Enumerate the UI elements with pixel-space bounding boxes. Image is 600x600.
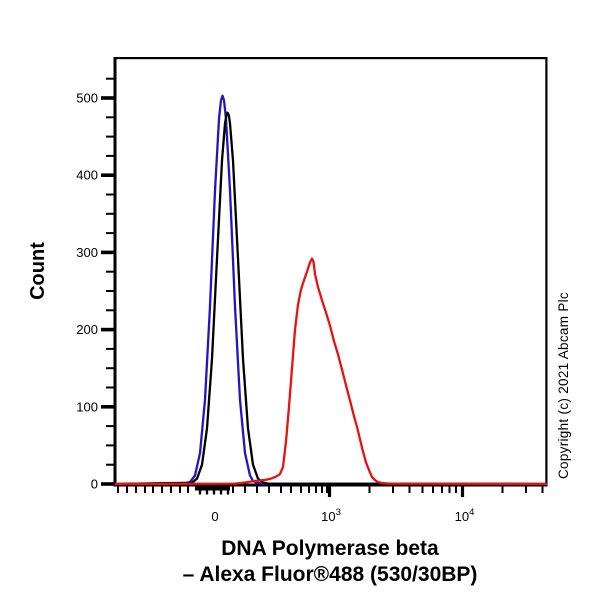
x-axis-minor-tick bbox=[455, 486, 457, 493]
x-axis-minor-tick bbox=[501, 486, 504, 493]
x-axis-tick-label: 104 bbox=[455, 507, 475, 524]
y-axis-minor-tick bbox=[106, 444, 114, 447]
y-axis-minor-tick bbox=[106, 309, 114, 312]
x-axis-minor-tick bbox=[187, 486, 189, 493]
x-axis-major-tick bbox=[327, 486, 332, 497]
x-axis-minor-tick bbox=[421, 486, 424, 493]
y-axis-major-tick bbox=[101, 96, 114, 100]
y-axis-tick-label: 300 bbox=[76, 245, 98, 260]
y-axis-minor-tick bbox=[106, 193, 114, 196]
chart-title: DNA Polymerase beta – Alexa Fluor®488 (5… bbox=[60, 536, 600, 588]
y-axis-major-tick bbox=[101, 482, 114, 486]
x-axis-minor-tick bbox=[321, 486, 323, 493]
x-axis-zero-tick bbox=[212, 486, 216, 495]
x-axis-minor-tick bbox=[441, 486, 443, 493]
x-axis-minor-tick bbox=[448, 486, 451, 493]
x-axis-minor-tick bbox=[244, 486, 246, 493]
y-axis-major-tick bbox=[101, 327, 114, 332]
chart-title-line2: – Alexa Fluor®488 (530/30BP) bbox=[182, 563, 478, 586]
x-axis-minor-tick bbox=[368, 486, 371, 493]
y-axis-tick-label: 200 bbox=[76, 322, 98, 337]
x-axis-minor-tick bbox=[525, 486, 527, 493]
plot-border-right bbox=[545, 57, 548, 487]
x-axis-tick-label: 0 bbox=[211, 509, 218, 524]
y-axis-minor-tick bbox=[106, 77, 114, 80]
x-axis-zero-tick-cluster bbox=[195, 486, 230, 491]
y-axis-minor-tick bbox=[106, 463, 114, 466]
x-axis-minor-tick bbox=[290, 486, 292, 493]
y-axis-minor-tick bbox=[106, 347, 114, 350]
y-axis-major-tick bbox=[101, 405, 114, 409]
y-axis-minor-tick bbox=[106, 367, 114, 370]
y-axis-minor-tick bbox=[106, 386, 114, 389]
y-axis-tick-label: 400 bbox=[76, 168, 98, 183]
y-axis-minor-tick bbox=[106, 232, 114, 235]
x-axis-minor-tick bbox=[280, 486, 282, 493]
y-axis-minor-tick bbox=[106, 135, 114, 138]
x-axis-minor-tick bbox=[256, 486, 258, 493]
x-axis-major-tick bbox=[460, 486, 465, 497]
x-axis-minor-tick bbox=[135, 486, 137, 493]
x-axis-zero-tick bbox=[205, 486, 209, 495]
x-axis-zero-tick bbox=[226, 486, 230, 495]
x-axis-minor-tick bbox=[232, 486, 234, 493]
x-axis-minor-tick bbox=[300, 486, 302, 493]
x-axis-minor-tick bbox=[432, 486, 434, 493]
generated-chart-content: 0 100 200 300 400 500 0 103 104 bbox=[76, 77, 548, 524]
y-axis-minor-tick bbox=[106, 212, 114, 215]
x-axis-zero-tick bbox=[219, 486, 223, 495]
x-axis-minor-tick bbox=[408, 486, 411, 493]
x-axis-zero-tick bbox=[198, 486, 202, 495]
plot-border-top bbox=[113, 57, 548, 60]
x-axis-minor-tick bbox=[152, 486, 154, 493]
y-axis-major-tick bbox=[101, 250, 114, 255]
x-axis-minor-tick bbox=[326, 486, 328, 493]
x-axis-minor-tick bbox=[161, 486, 163, 493]
y-axis-tick-label: 0 bbox=[91, 477, 98, 492]
x-axis-minor-tick bbox=[308, 486, 310, 493]
x-axis-tick-label: 103 bbox=[321, 507, 341, 524]
x-axis-line bbox=[113, 483, 548, 487]
y-axis-minor-tick bbox=[106, 154, 114, 157]
x-axis-minor-tick bbox=[117, 486, 119, 493]
x-axis-minor-tick bbox=[315, 486, 317, 493]
y-axis-major-tick bbox=[101, 173, 114, 177]
series-black-curve bbox=[114, 111, 548, 486]
x-axis-minor-tick bbox=[268, 486, 270, 493]
copyright-text: Copyright (c) 2021 Abcam Plc bbox=[556, 292, 571, 479]
y-axis-minor-tick bbox=[106, 290, 114, 292]
y-axis-minor-tick bbox=[106, 116, 114, 119]
y-axis-tick-label: 100 bbox=[76, 399, 98, 414]
y-axis-minor-tick bbox=[106, 425, 114, 428]
x-axis-minor-tick bbox=[179, 486, 181, 493]
x-axis-minor-tick bbox=[170, 486, 172, 493]
chart-title-line1: DNA Polymerase beta bbox=[221, 537, 439, 560]
x-axis-minor-tick bbox=[126, 486, 128, 493]
plot-border-left bbox=[113, 57, 117, 487]
y-axis-minor-tick bbox=[106, 270, 114, 273]
y-axis-tick-label: 500 bbox=[76, 91, 98, 106]
series-red-curve bbox=[114, 257, 548, 486]
x-axis-minor-tick bbox=[541, 486, 544, 493]
series-blue-curve bbox=[114, 94, 548, 486]
x-axis-minor-tick bbox=[392, 486, 394, 493]
x-axis-minor-tick bbox=[144, 486, 146, 493]
